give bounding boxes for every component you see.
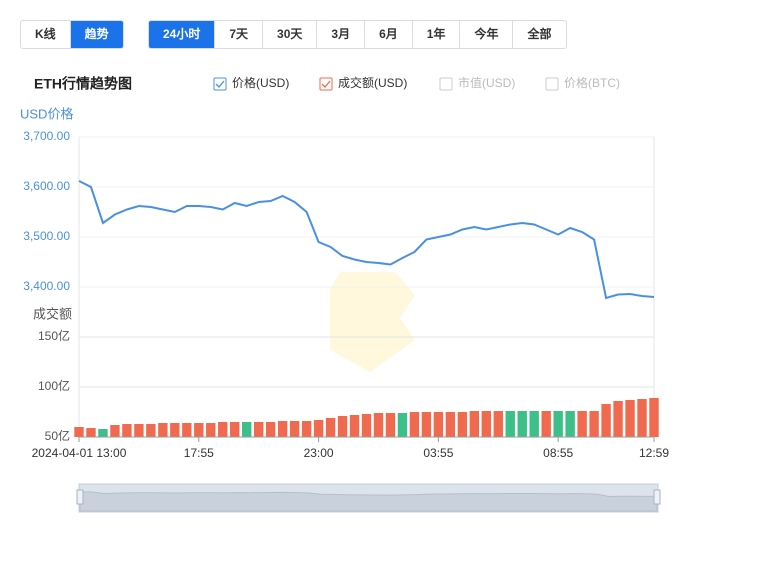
- volume-bar: [325, 418, 336, 437]
- x-tick-label: 12:59: [639, 446, 669, 460]
- volume-bar: [218, 422, 228, 437]
- chart-title: ETH行情趋势图: [34, 76, 132, 92]
- volume-bar: [517, 411, 527, 437]
- volume-bar: [265, 422, 276, 437]
- volume-bar: [649, 398, 659, 437]
- volume-bar: [110, 425, 120, 437]
- tab-button[interactable]: 全部: [527, 27, 552, 41]
- tab-button[interactable]: 1年: [413, 21, 461, 48]
- volume-bar: [361, 414, 372, 437]
- volume-bar: [182, 423, 192, 437]
- volume-bar: [409, 412, 420, 437]
- legend-checkbox: [439, 77, 453, 91]
- legend-check: [321, 80, 331, 88]
- volume-bar: [170, 423, 180, 437]
- volume-bar: [601, 404, 611, 437]
- volume-bar: [625, 400, 635, 437]
- y2-axis-title: 成交额: [33, 306, 72, 321]
- volume-bar: [146, 424, 156, 437]
- volume-bar: [457, 412, 468, 437]
- volume-bar: [242, 422, 252, 437]
- y-tick-label: 3,700.00: [23, 129, 70, 143]
- volume-bar: [445, 412, 456, 437]
- legend-checkbox: [213, 77, 227, 91]
- navigator-handle: [653, 489, 661, 505]
- plot-frame: [78, 136, 655, 438]
- volume-bar: [134, 424, 144, 437]
- navigator: [78, 483, 659, 513]
- navigator-area: [79, 491, 658, 512]
- volume-bar: [589, 411, 599, 437]
- legend-label: 市值(USD): [458, 75, 515, 90]
- x-tick-label: 08:55: [543, 446, 573, 460]
- legend-label: 成交额(USD): [338, 75, 407, 90]
- tab-button[interactable]: 3月: [317, 21, 366, 48]
- volume-bar: [86, 428, 96, 437]
- tab-button[interactable]: 6月: [365, 21, 413, 48]
- legend-checkbox: [319, 77, 333, 91]
- x-tick-label: 17:55: [184, 446, 214, 460]
- view-tabs: K线 趋势: [20, 20, 124, 49]
- legend-label: 价格(USD): [232, 75, 289, 90]
- volume-bar: [158, 423, 168, 437]
- tab-button[interactable]: 今年: [460, 21, 514, 48]
- x-tick-label: 23:00: [304, 446, 334, 460]
- tab-button[interactable]: 趋势: [70, 21, 123, 48]
- volume-bar: [565, 411, 575, 437]
- volume-bar: [277, 421, 288, 437]
- volume-bar: [313, 420, 324, 437]
- tab-button[interactable]: 7天: [215, 21, 264, 48]
- x-tick-label: 03:55: [423, 446, 453, 460]
- y-tick-label: 3,500.00: [23, 229, 70, 243]
- watermark: [330, 272, 415, 372]
- volume-bar: [613, 401, 623, 437]
- tab-button[interactable]: 24小时: [149, 21, 216, 48]
- y2-tick-label: 50亿: [45, 428, 70, 443]
- volume-bar: [553, 411, 563, 437]
- volume-bar: [505, 411, 515, 437]
- y2-tick-label: 150亿: [38, 328, 70, 343]
- volume-bar: [74, 427, 84, 437]
- x-tick-label: 2024-04-01 13:00: [32, 446, 127, 460]
- volume-bar: [122, 424, 132, 437]
- tab-button[interactable]: 30天: [263, 21, 318, 48]
- volume-bar: [397, 413, 408, 437]
- volume-bar: [194, 423, 204, 437]
- legend-check: [215, 80, 225, 88]
- volume-bar: [529, 411, 539, 437]
- volume-bar: [301, 421, 312, 437]
- y-tick-label: 3,600.00: [23, 179, 70, 193]
- volume-bar: [349, 415, 360, 437]
- volume-bar: [421, 412, 432, 437]
- volume-bar: [289, 421, 300, 437]
- volume-bar: [373, 413, 384, 437]
- range-tabs: 24小时 7天 30天 3月 6月 1年 今年 全部: [148, 20, 567, 49]
- y2-tick-label: 100亿: [38, 378, 70, 393]
- price-line: [78, 180, 655, 300]
- volume-bar: [541, 411, 551, 437]
- volume-bar: [253, 422, 264, 437]
- volume-bar: [230, 422, 240, 437]
- y-tick-label: 3,400.00: [23, 279, 70, 293]
- legend-label: 价格(BTC): [564, 75, 620, 90]
- volume-bar: [337, 416, 348, 437]
- y-axis-title: USD价格: [20, 106, 73, 121]
- volume-bar: [481, 411, 491, 437]
- volume-bar: [433, 412, 444, 437]
- volume-bar: [469, 411, 480, 437]
- volume-bar: [385, 413, 396, 437]
- volume-bar: [637, 399, 647, 437]
- volume-bar: [206, 423, 216, 437]
- volume-bar: [577, 411, 587, 437]
- volume-bar: [493, 411, 503, 437]
- tab-button[interactable]: K线: [21, 21, 71, 48]
- navigator-handle: [76, 489, 84, 505]
- volume-bar: [98, 429, 108, 437]
- legend-checkbox: [545, 77, 559, 91]
